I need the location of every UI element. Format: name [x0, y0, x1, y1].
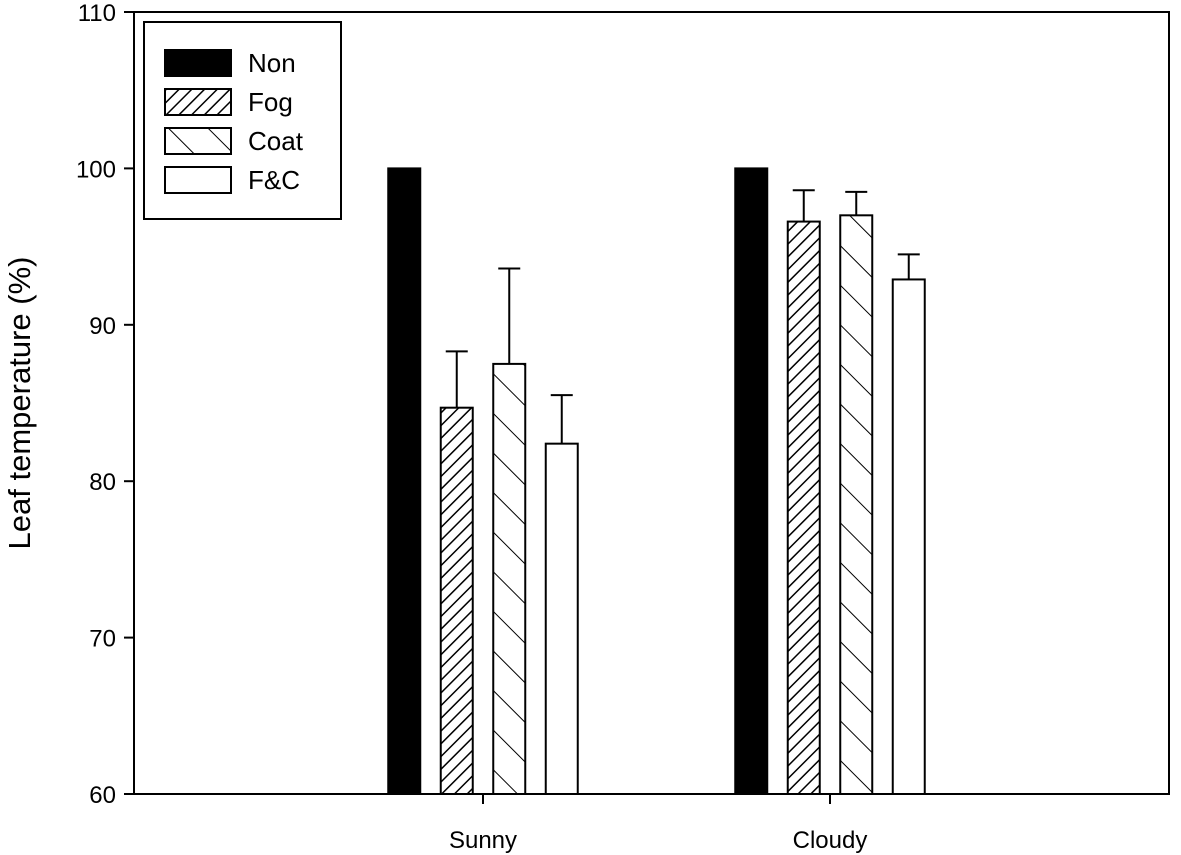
legend-label: Non [248, 48, 296, 78]
bar-hatch-backslash-sunny [492, 362, 527, 795]
y-axis: 60 70 80 90 100 110 [76, 0, 134, 809]
legend-swatch-white [164, 166, 232, 194]
bar-hatch-dense-sunny [439, 406, 474, 795]
y-tick-label: 70 [89, 626, 116, 653]
bar-hatch-backslash-cloudy [839, 214, 874, 795]
legend-label: F&C [248, 165, 300, 195]
y-tick-label: 60 [89, 782, 116, 809]
plot-area [133, 11, 1170, 795]
x-axis: Sunny Cloudy [449, 794, 867, 854]
bar-solid-black-sunny [387, 167, 422, 795]
bar-white-cloudy [891, 278, 926, 796]
legend-label: Coat [248, 126, 304, 156]
legend-swatch-solid-black [164, 49, 232, 77]
x-tick-label: Cloudy [793, 827, 868, 854]
legend-swatch-hatch-dense [164, 88, 232, 116]
y-axis-title: Leaf temperature (%) [2, 257, 37, 550]
legend: Non Fog Coat F&C [143, 21, 342, 220]
y-tick-label: 80 [89, 469, 116, 496]
error-bars [445, 189, 920, 444]
bars [387, 167, 926, 796]
bar-hatch-dense-cloudy [786, 220, 821, 796]
plot-frame [133, 11, 1170, 795]
legend-label: Fog [248, 87, 293, 117]
bar-white-sunny [544, 442, 579, 795]
bar-solid-black-cloudy [734, 167, 769, 795]
y-tick-label: 110 [78, 0, 116, 27]
y-tick-label: 90 [89, 313, 116, 340]
x-tick-label: Sunny [449, 827, 517, 854]
y-tick-label: 100 [76, 156, 116, 183]
legend-swatch-hatch-backslash [164, 127, 232, 155]
